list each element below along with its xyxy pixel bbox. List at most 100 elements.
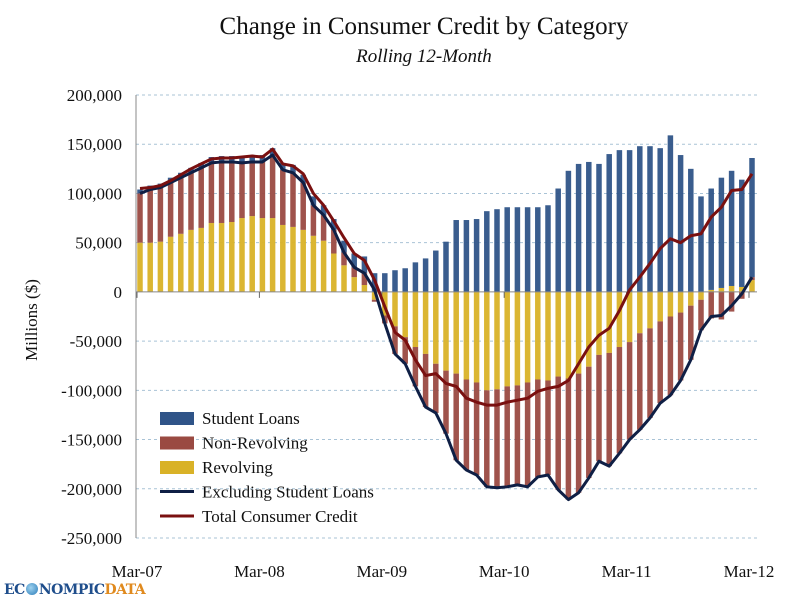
logo-text: DATA: [104, 582, 146, 598]
bar-student-loans: [433, 250, 439, 292]
bar-student-loans: [698, 196, 704, 292]
bar-non-revolving: [392, 326, 398, 354]
bar-non-revolving: [657, 321, 663, 404]
bar-revolving: [310, 235, 317, 292]
legend-label: Student Loans: [202, 409, 300, 428]
bar-revolving: [157, 241, 164, 292]
bar-non-revolving: [647, 328, 653, 418]
bar-revolving: [698, 291, 704, 300]
x-tick-label: Mar-10: [479, 562, 530, 581]
bar-non-revolving: [412, 347, 419, 387]
bar-non-revolving: [208, 162, 215, 223]
y-tick-label: -200,000: [61, 480, 122, 499]
bar-revolving: [708, 289, 714, 292]
bar-non-revolving: [371, 299, 378, 302]
bar-revolving: [545, 291, 551, 381]
bar-student-loans: [667, 135, 674, 292]
bar-revolving: [504, 291, 510, 387]
bar-non-revolving: [453, 373, 459, 461]
econompicdata-logo: EC NOMPICDATA: [4, 582, 146, 598]
bar-revolving: [647, 291, 653, 329]
bar-student-loans: [361, 256, 368, 274]
bar-student-loans: [524, 207, 531, 292]
bar-student-loans: [647, 146, 653, 292]
bar-student-loans: [494, 209, 500, 292]
bar-revolving: [229, 221, 235, 292]
bar-revolving: [188, 229, 194, 292]
bar-student-loans: [606, 154, 612, 292]
bar-non-revolving: [198, 167, 204, 228]
bar-non-revolving: [178, 177, 184, 234]
y-tick-label: 200,000: [67, 86, 122, 105]
bar-student-loans: [463, 220, 470, 292]
line-total-consumer-credit: [139, 147, 754, 407]
legend-label: Non-Revolving: [202, 434, 308, 453]
y-tick-label: -150,000: [61, 431, 122, 450]
y-tick-label: -50,000: [70, 332, 122, 351]
bar-non-revolving: [637, 333, 643, 430]
bar-student-loans: [280, 162, 286, 170]
bar-non-revolving: [361, 273, 368, 285]
bar-revolving: [718, 287, 725, 292]
bar-student-loans: [402, 268, 408, 292]
bar-student-loans: [137, 189, 143, 194]
bar-revolving: [728, 285, 735, 292]
bar-non-revolving: [463, 379, 470, 471]
bar-revolving: [259, 218, 266, 292]
bar-revolving: [575, 291, 582, 374]
bar-non-revolving: [188, 172, 194, 230]
bar-non-revolving: [269, 155, 276, 219]
bar-student-loans: [565, 170, 572, 292]
bar-student-loans: [310, 196, 317, 206]
legend-swatch: [160, 436, 194, 450]
bar-revolving: [677, 291, 684, 313]
bar-student-loans: [535, 207, 541, 292]
bar-non-revolving: [443, 370, 449, 434]
bar-revolving: [351, 277, 357, 292]
legend-swatch: [160, 461, 194, 474]
bar-non-revolving: [320, 215, 327, 241]
bar-revolving: [208, 222, 215, 292]
bar-non-revolving: [718, 291, 725, 320]
bar-student-loans: [596, 163, 602, 292]
bar-revolving: [657, 291, 663, 322]
bar-non-revolving: [351, 267, 357, 278]
bar-revolving: [331, 253, 337, 292]
bar-revolving: [218, 222, 225, 292]
bar-non-revolving: [229, 161, 235, 222]
bar-revolving: [473, 291, 480, 383]
bar-non-revolving: [688, 305, 694, 360]
bar-revolving: [606, 291, 612, 353]
bar-student-loans: [249, 155, 255, 162]
bar-non-revolving: [473, 382, 480, 475]
bar-student-loans: [626, 150, 633, 292]
bar-revolving: [453, 291, 459, 374]
bar-revolving: [443, 291, 449, 371]
bar-non-revolving: [698, 299, 704, 331]
bar-non-revolving: [239, 162, 245, 219]
bar-student-loans: [331, 219, 337, 230]
bar-non-revolving: [677, 312, 684, 381]
bar-student-loans: [392, 270, 398, 292]
bar-non-revolving: [545, 380, 551, 475]
bar-revolving: [300, 229, 306, 292]
bar-student-loans: [575, 163, 582, 292]
bar-student-loans: [412, 262, 419, 292]
bar-student-loans: [555, 188, 561, 292]
chart-title: Change in Consumer Credit by Category: [219, 13, 629, 40]
bar-revolving: [514, 291, 521, 386]
bar-revolving: [198, 227, 204, 292]
x-tick-label: Mar-09: [356, 562, 407, 581]
bar-student-loans: [657, 148, 663, 292]
bar-student-loans: [453, 220, 459, 292]
bar-revolving: [137, 242, 143, 292]
bar-revolving: [371, 291, 378, 300]
bar-student-loans: [484, 211, 490, 292]
logo-text: NOMPIC: [38, 582, 105, 598]
bar-student-loans: [728, 170, 735, 286]
legend-label: Excluding Student Loans: [202, 483, 374, 502]
bar-revolving: [739, 286, 745, 292]
bar-revolving: [341, 265, 347, 292]
bar-student-loans: [688, 168, 694, 292]
